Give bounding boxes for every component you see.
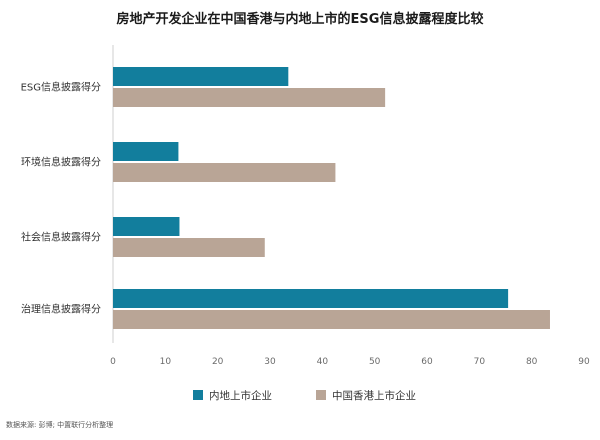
- x-tick-label: 10: [160, 357, 172, 367]
- bar-hongkong: [113, 238, 265, 257]
- x-tick-label: 0: [110, 357, 116, 367]
- bar-hongkong: [113, 310, 550, 329]
- x-tick-label: 20: [212, 357, 224, 367]
- legend-swatch: [193, 390, 203, 400]
- legend-label: 中国香港上市企业: [332, 389, 416, 402]
- x-tick-label: 50: [369, 357, 381, 367]
- legend-label: 内地上市企业: [209, 389, 272, 402]
- source-note: 数据来源: 彭博; 中置联行分析整理: [6, 421, 114, 429]
- x-tick-label: 40: [317, 357, 329, 367]
- x-tick-label: 80: [526, 357, 538, 367]
- bar-mainland: [113, 67, 289, 86]
- x-tick-label: 30: [264, 357, 276, 367]
- category-label: 社会信息披露得分: [21, 231, 101, 244]
- x-tick-label: 70: [474, 357, 486, 367]
- x-tick-label: 90: [578, 357, 590, 367]
- bar-hongkong: [113, 88, 386, 107]
- category-label: 环境信息披露得分: [21, 156, 101, 169]
- bar-mainland: [113, 289, 509, 308]
- bar-hongkong: [113, 163, 336, 182]
- bar-mainland: [113, 217, 180, 236]
- chart-title: 房地产开发企业在中国香港与内地上市的ESG信息披露程度比较: [116, 12, 484, 27]
- category-label: ESG信息披露得分: [21, 81, 101, 94]
- x-tick-label: 60: [421, 357, 433, 367]
- bar-mainland: [113, 142, 179, 161]
- legend-swatch: [316, 390, 326, 400]
- category-label: 治理信息披露得分: [21, 303, 101, 316]
